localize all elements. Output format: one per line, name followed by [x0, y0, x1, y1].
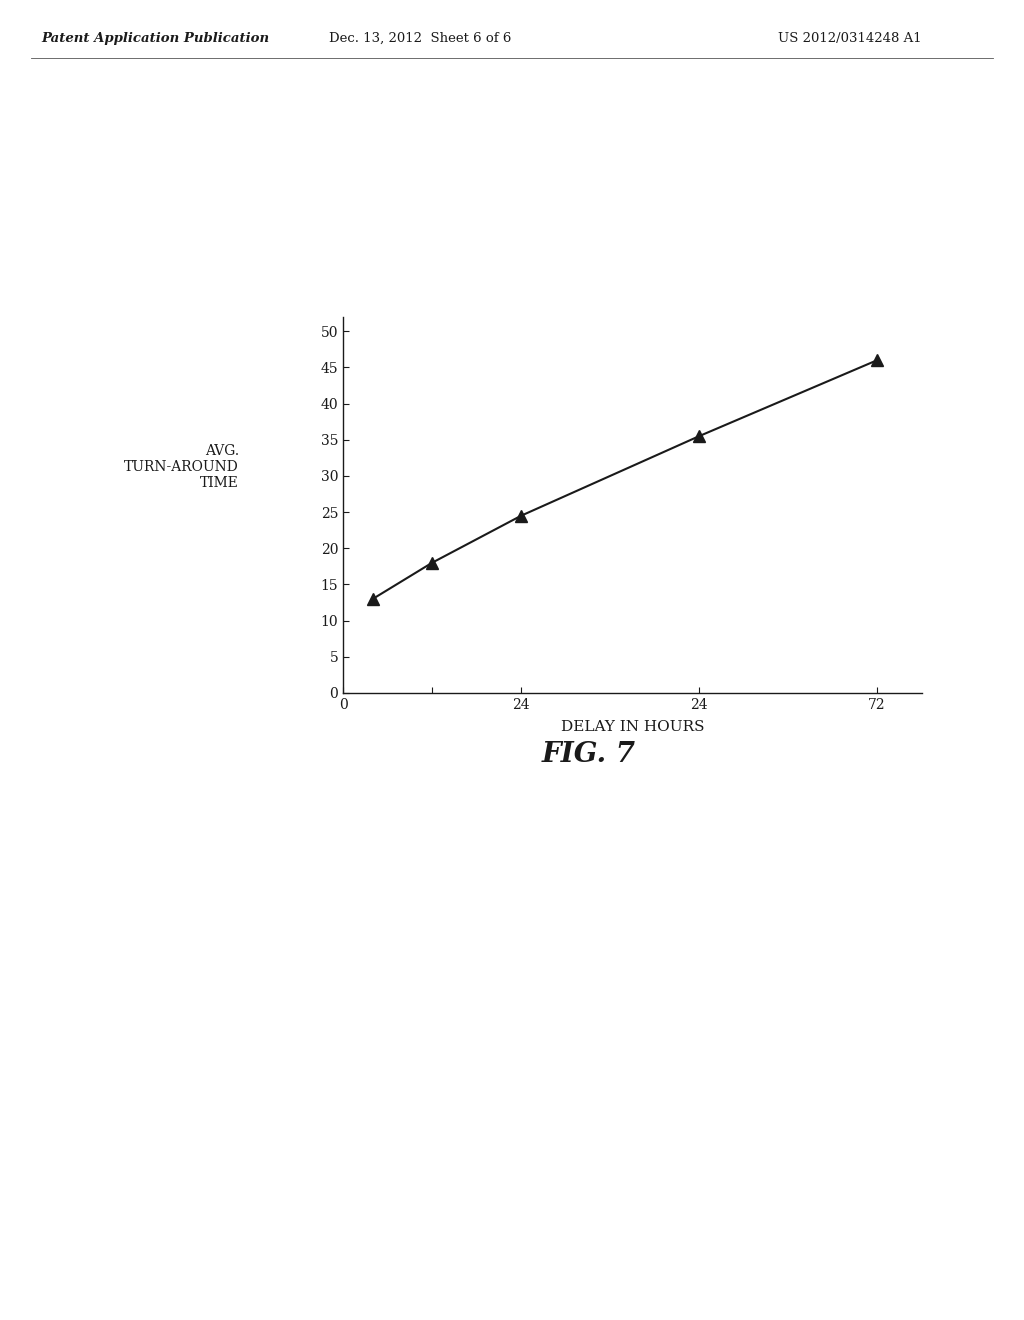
X-axis label: DELAY IN HOURS: DELAY IN HOURS: [560, 721, 705, 734]
Text: FIG. 7: FIG. 7: [542, 741, 636, 768]
Text: Dec. 13, 2012  Sheet 6 of 6: Dec. 13, 2012 Sheet 6 of 6: [329, 32, 511, 45]
Text: Patent Application Publication: Patent Application Publication: [41, 32, 269, 45]
Y-axis label: AVG.
TURN-AROUND
TIME: AVG. TURN-AROUND TIME: [124, 444, 239, 491]
Text: US 2012/0314248 A1: US 2012/0314248 A1: [778, 32, 922, 45]
